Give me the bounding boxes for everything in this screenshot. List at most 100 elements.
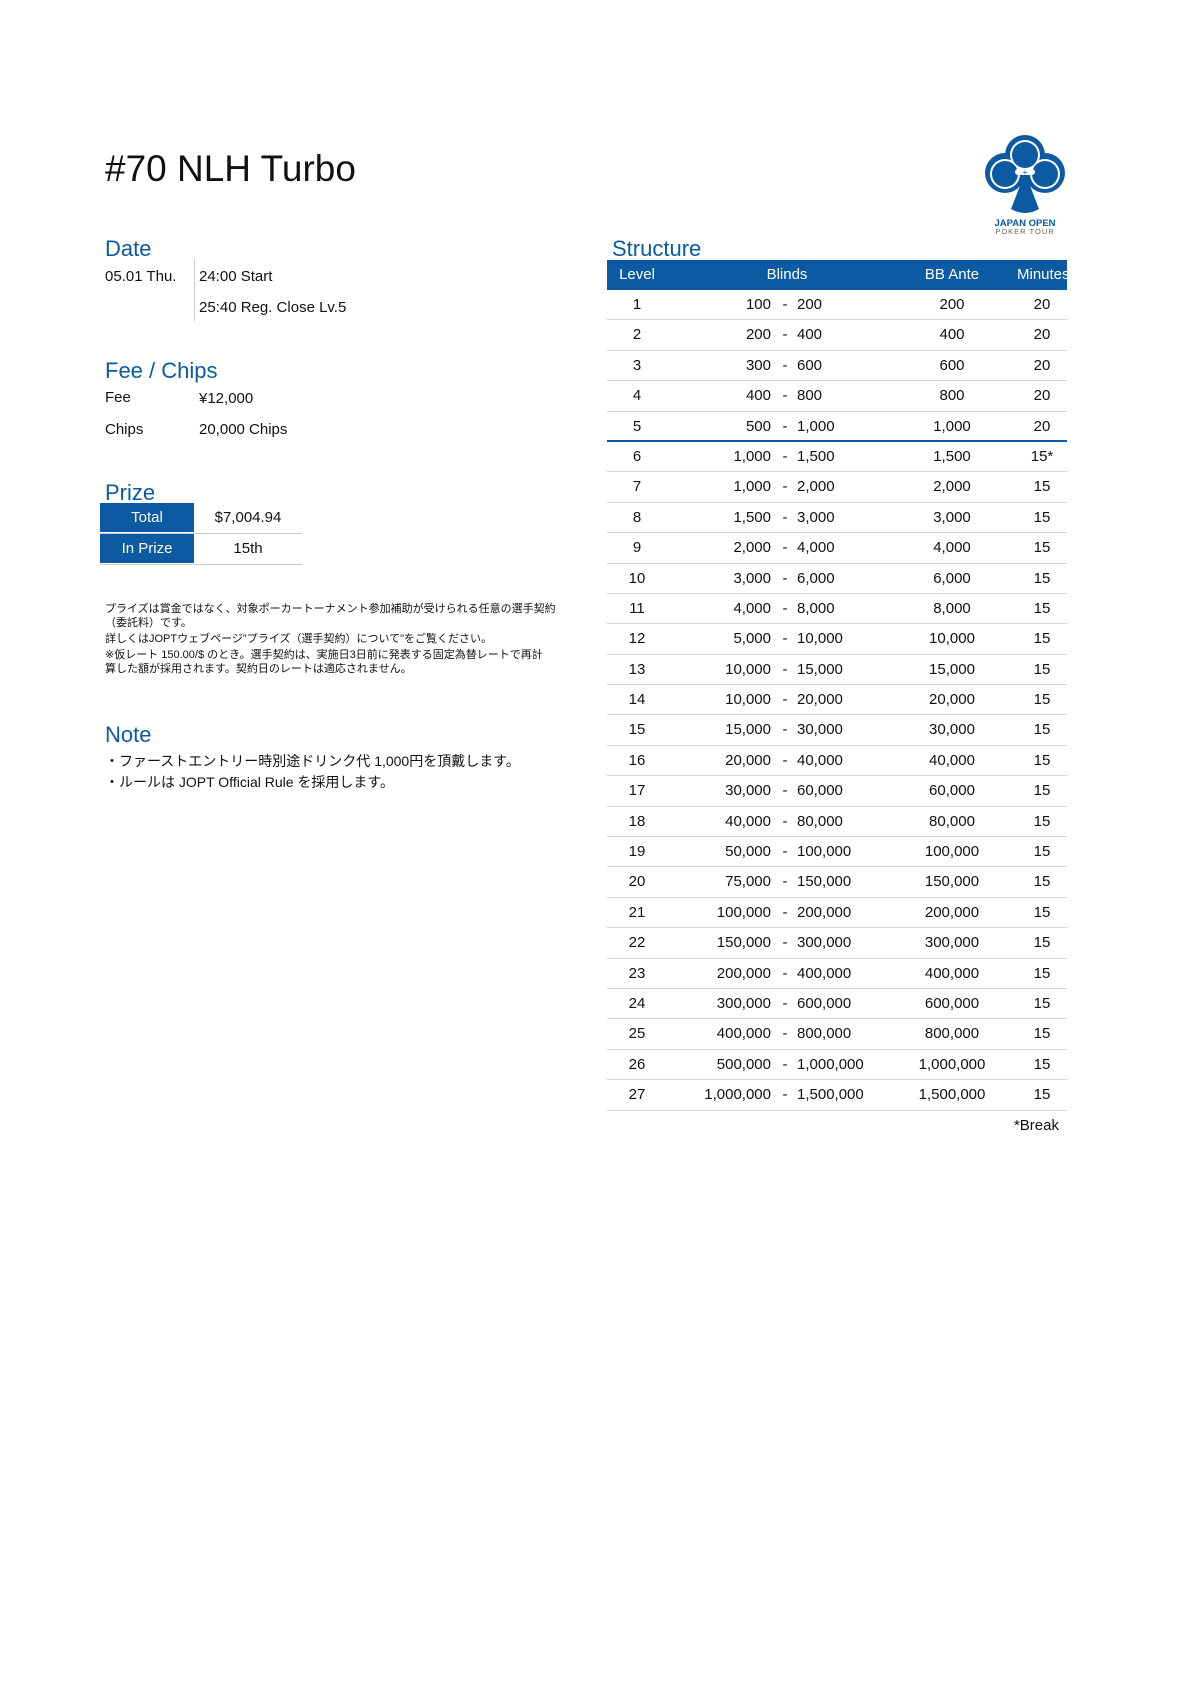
minutes-cell: 15: [1033, 1055, 1051, 1073]
separator: -: [782, 873, 788, 891]
minutes-cell: 15: [1033, 812, 1051, 830]
separator: -: [782, 599, 788, 617]
structure-row: 1 100-200 200 20: [607, 290, 1067, 321]
chips-label: Chips: [105, 421, 144, 438]
level-cell: 26: [628, 1055, 646, 1073]
structure-heading: Structure: [612, 236, 702, 261]
structure-row: 19 50,000-100,000 100,000 15: [607, 837, 1067, 868]
level-cell: 19: [628, 843, 646, 861]
small-blind-cell: 500: [745, 417, 771, 435]
structure-row: 10 3,000-6,000 6,000 15: [607, 564, 1067, 594]
total-label: Total: [100, 503, 194, 533]
ante-cell: 1,500: [933, 447, 971, 465]
ante-cell: 1,000,000: [918, 1055, 986, 1073]
structure-row: 20 75,000-150,000 150,000 15: [607, 867, 1067, 898]
separator: -: [782, 296, 788, 313]
prize-heading: Prize: [105, 480, 156, 505]
big-blind-cell: 2,000: [797, 478, 835, 496]
separator: -: [782, 326, 788, 344]
fee-value: ¥12,000: [199, 390, 254, 407]
ante-cell: 20,000: [929, 691, 975, 709]
structure-header: Level Blinds BB Ante Minutes: [607, 260, 1070, 290]
break-note: *Break: [1013, 1116, 1059, 1134]
separator: -: [782, 447, 788, 465]
ante-cell: 1,000: [933, 417, 971, 435]
big-blind-cell: 1,500: [797, 447, 835, 465]
big-blind-cell: 300,000: [797, 934, 852, 952]
structure-row: 7 1,000-2,000 2,000 15: [607, 472, 1067, 503]
minutes-cell: 15: [1033, 994, 1051, 1012]
level-cell: 6: [632, 447, 642, 465]
ante-cell: 2,000: [933, 478, 971, 496]
small-blind-cell: 150,000: [716, 934, 771, 952]
structure-row: 16 20,000-40,000 40,000 15: [607, 746, 1067, 777]
big-blind-cell: 30,000: [797, 721, 843, 739]
level-cell: 21: [628, 903, 646, 921]
big-blind-cell: 150,000: [797, 873, 852, 891]
page-title: #70 NLH Turbo: [105, 148, 356, 189]
big-blind-cell: 600,000: [797, 994, 852, 1012]
ante-cell: 60,000: [929, 782, 975, 800]
structure-row: 22 150,000-300,000 300,000 15: [607, 928, 1067, 959]
structure-row: 13 10,000-15,000 15,000 15: [607, 655, 1067, 686]
separator: -: [782, 569, 788, 587]
ante-cell: 300,000: [924, 934, 980, 952]
ante-cell: 40,000: [929, 751, 975, 769]
small-blind-cell: 300: [745, 356, 771, 374]
separator: -: [782, 630, 788, 648]
structure-row: 4 400-800 800 20: [607, 381, 1067, 412]
level-cell: 17: [628, 782, 646, 800]
ante-cell: 3,000: [933, 508, 971, 526]
small-blind-cell: 40,000: [725, 812, 771, 830]
small-blind-cell: 20,000: [725, 751, 771, 769]
small-blind-cell: 1,000: [733, 478, 771, 496]
small-blind-cell: 1,000: [733, 447, 771, 465]
level-cell: 10: [628, 569, 646, 587]
big-blind-cell: 80,000: [797, 812, 843, 830]
ante-cell: 400,000: [924, 964, 980, 982]
minutes-cell: 15: [1033, 782, 1051, 800]
ante-cell: 200,000: [924, 903, 980, 921]
small-blind-cell: 400,000: [716, 1025, 771, 1043]
disclaimer-line: （委託料）です。: [105, 617, 192, 629]
big-blind-cell: 3,000: [797, 508, 835, 526]
ante-cell: 800,000: [924, 1025, 980, 1043]
separator: -: [782, 1055, 788, 1073]
minutes-cell: 20: [1033, 296, 1051, 313]
small-blind-cell: 15,000: [725, 721, 771, 739]
prize-disclaimer: プライズは賞金ではなく、対象ポーカートーナメント参加補助が受けられる任意の選手契…: [105, 602, 585, 676]
structure-row: 18 40,000-80,000 80,000 15: [607, 807, 1067, 838]
minutes-cell: 20: [1033, 387, 1051, 405]
small-blind-cell: 10,000: [725, 691, 771, 709]
separator: -: [782, 417, 788, 435]
big-blind-cell: 6,000: [797, 569, 835, 587]
disclaimer-line: ※仮レート 150.00/$ のとき。選手契約は、実施日3日前に発表する固定為替…: [105, 649, 543, 661]
big-blind-cell: 10,000: [797, 630, 843, 648]
structure-row: 3 300-600 600 20: [607, 351, 1067, 382]
col-ante: BB Ante: [924, 266, 980, 283]
structure-row: 23 200,000-400,000 400,000 15: [607, 959, 1067, 989]
big-blind-cell: 1,000,000: [797, 1055, 864, 1073]
minutes-cell: 15: [1033, 508, 1051, 526]
date-divider: [194, 259, 195, 321]
structure-row: 24 300,000-600,000 600,000 15: [607, 989, 1067, 1020]
level-cell: 11: [629, 599, 645, 617]
ante-cell: 4,000: [933, 539, 971, 557]
club-logo-icon: + JAPAN OPEN POKER TOUR: [985, 135, 1065, 236]
separator: -: [782, 934, 788, 952]
note-line: ・ルールは JOPT Official Rule を採用します。: [105, 774, 395, 790]
minutes-cell: 15: [1033, 751, 1051, 769]
date-heading: Date: [105, 236, 152, 261]
level-cell: 15: [628, 721, 646, 739]
structure-row: 2 200-400 400 20: [607, 320, 1067, 351]
minutes-cell: 15: [1033, 873, 1051, 891]
big-blind-cell: 15,000: [797, 660, 843, 678]
inprize-label: In Prize: [100, 534, 194, 564]
col-level: Level: [619, 266, 655, 283]
fee-label: Fee: [105, 389, 131, 406]
small-blind-cell: 10,000: [725, 660, 771, 678]
minutes-cell: 15: [1033, 660, 1051, 678]
ante-cell: 200: [939, 296, 965, 313]
minutes-cell: 15: [1033, 1025, 1051, 1043]
separator: -: [782, 964, 788, 982]
